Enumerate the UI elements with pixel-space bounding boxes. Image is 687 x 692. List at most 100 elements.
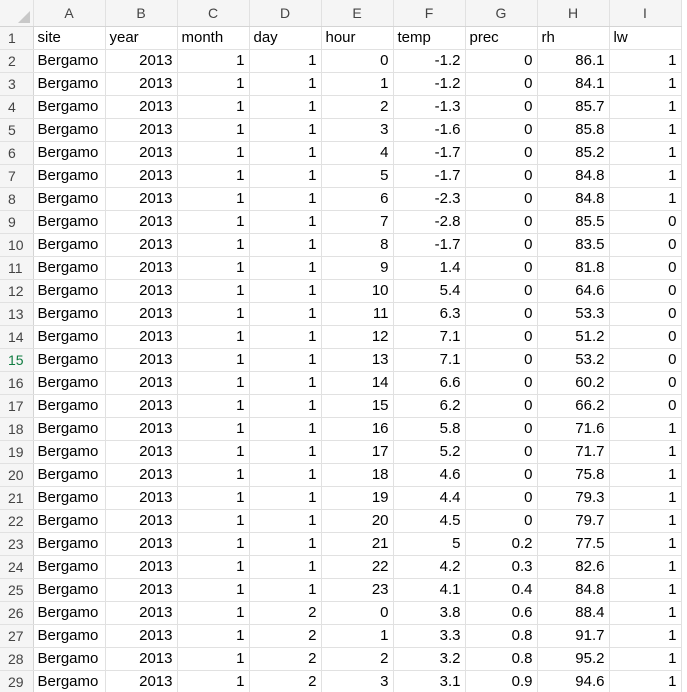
cell-a22[interactable]: Bergamo — [33, 509, 106, 533]
cell-i3[interactable]: 1 — [609, 72, 682, 96]
cell-d20[interactable]: 1 — [249, 463, 322, 487]
cell-f12[interactable]: 5.4 — [393, 279, 466, 303]
cell-h26[interactable]: 88.4 — [537, 601, 610, 625]
cell-i26[interactable]: 1 — [609, 601, 682, 625]
row-header[interactable]: 15 — [0, 348, 34, 372]
cell-g20[interactable]: 0 — [465, 463, 538, 487]
cell-i5[interactable]: 1 — [609, 118, 682, 142]
cell-e29[interactable]: 3 — [321, 670, 394, 692]
cell-b19[interactable]: 2013 — [105, 440, 178, 464]
cell-f4[interactable]: -1.3 — [393, 95, 466, 119]
cell-b26[interactable]: 2013 — [105, 601, 178, 625]
row-header[interactable]: 3 — [0, 72, 34, 96]
cell-i9[interactable]: 0 — [609, 210, 682, 234]
cell-d27[interactable]: 2 — [249, 624, 322, 648]
cell-b6[interactable]: 2013 — [105, 141, 178, 165]
cell-c29[interactable]: 1 — [177, 670, 250, 692]
cell-a25[interactable]: Bergamo — [33, 578, 106, 602]
cell-h3[interactable]: 84.1 — [537, 72, 610, 96]
cell-b13[interactable]: 2013 — [105, 302, 178, 326]
cell-e25[interactable]: 23 — [321, 578, 394, 602]
cell-e20[interactable]: 18 — [321, 463, 394, 487]
cell-a21[interactable]: Bergamo — [33, 486, 106, 510]
cell-i25[interactable]: 1 — [609, 578, 682, 602]
cell-h16[interactable]: 60.2 — [537, 371, 610, 395]
cell-e13[interactable]: 11 — [321, 302, 394, 326]
cell-e23[interactable]: 21 — [321, 532, 394, 556]
cell-h4[interactable]: 85.7 — [537, 95, 610, 119]
row-header[interactable]: 17 — [0, 394, 34, 418]
cell-f15[interactable]: 7.1 — [393, 348, 466, 372]
cell-f29[interactable]: 3.1 — [393, 670, 466, 692]
row-header[interactable]: 6 — [0, 141, 34, 165]
row-header[interactable]: 29 — [0, 670, 34, 692]
cell-g15[interactable]: 0 — [465, 348, 538, 372]
cell-f22[interactable]: 4.5 — [393, 509, 466, 533]
cell-f6[interactable]: -1.7 — [393, 141, 466, 165]
cell-f16[interactable]: 6.6 — [393, 371, 466, 395]
cell-f28[interactable]: 3.2 — [393, 647, 466, 671]
cell-e5[interactable]: 3 — [321, 118, 394, 142]
cell-d28[interactable]: 2 — [249, 647, 322, 671]
cell-g27[interactable]: 0.8 — [465, 624, 538, 648]
cell-g19[interactable]: 0 — [465, 440, 538, 464]
cell-a20[interactable]: Bergamo — [33, 463, 106, 487]
cell-e6[interactable]: 4 — [321, 141, 394, 165]
cell-b28[interactable]: 2013 — [105, 647, 178, 671]
cell-f19[interactable]: 5.2 — [393, 440, 466, 464]
cell-b1[interactable]: year — [105, 26, 178, 50]
cell-c12[interactable]: 1 — [177, 279, 250, 303]
cell-e16[interactable]: 14 — [321, 371, 394, 395]
cell-i8[interactable]: 1 — [609, 187, 682, 211]
row-header[interactable]: 9 — [0, 210, 34, 234]
cell-e12[interactable]: 10 — [321, 279, 394, 303]
cell-i14[interactable]: 0 — [609, 325, 682, 349]
cell-b29[interactable]: 2013 — [105, 670, 178, 692]
cell-a14[interactable]: Bergamo — [33, 325, 106, 349]
cell-c3[interactable]: 1 — [177, 72, 250, 96]
row-header[interactable]: 18 — [0, 417, 34, 441]
cell-b22[interactable]: 2013 — [105, 509, 178, 533]
cell-b9[interactable]: 2013 — [105, 210, 178, 234]
cell-g26[interactable]: 0.6 — [465, 601, 538, 625]
row-header[interactable]: 1 — [0, 26, 34, 50]
cell-a29[interactable]: Bergamo — [33, 670, 106, 692]
cell-d18[interactable]: 1 — [249, 417, 322, 441]
cell-d19[interactable]: 1 — [249, 440, 322, 464]
cell-g14[interactable]: 0 — [465, 325, 538, 349]
cell-a24[interactable]: Bergamo — [33, 555, 106, 579]
row-header[interactable]: 28 — [0, 647, 34, 671]
cell-i17[interactable]: 0 — [609, 394, 682, 418]
row-header[interactable]: 16 — [0, 371, 34, 395]
cell-h10[interactable]: 83.5 — [537, 233, 610, 257]
cell-i6[interactable]: 1 — [609, 141, 682, 165]
cell-b21[interactable]: 2013 — [105, 486, 178, 510]
cell-c22[interactable]: 1 — [177, 509, 250, 533]
cell-e24[interactable]: 22 — [321, 555, 394, 579]
cell-g29[interactable]: 0.9 — [465, 670, 538, 692]
row-header[interactable]: 11 — [0, 256, 34, 280]
cell-g1[interactable]: prec — [465, 26, 538, 50]
cell-d11[interactable]: 1 — [249, 256, 322, 280]
cell-h11[interactable]: 81.8 — [537, 256, 610, 280]
cell-d16[interactable]: 1 — [249, 371, 322, 395]
cell-b4[interactable]: 2013 — [105, 95, 178, 119]
cell-a7[interactable]: Bergamo — [33, 164, 106, 188]
cell-d6[interactable]: 1 — [249, 141, 322, 165]
cell-c25[interactable]: 1 — [177, 578, 250, 602]
cell-h27[interactable]: 91.7 — [537, 624, 610, 648]
row-header[interactable]: 23 — [0, 532, 34, 556]
cell-b24[interactable]: 2013 — [105, 555, 178, 579]
cell-c13[interactable]: 1 — [177, 302, 250, 326]
cell-h19[interactable]: 71.7 — [537, 440, 610, 464]
cell-b27[interactable]: 2013 — [105, 624, 178, 648]
cell-g17[interactable]: 0 — [465, 394, 538, 418]
cell-e15[interactable]: 13 — [321, 348, 394, 372]
cell-e17[interactable]: 15 — [321, 394, 394, 418]
cell-a28[interactable]: Bergamo — [33, 647, 106, 671]
cell-c26[interactable]: 1 — [177, 601, 250, 625]
cell-c7[interactable]: 1 — [177, 164, 250, 188]
cell-c4[interactable]: 1 — [177, 95, 250, 119]
cell-c8[interactable]: 1 — [177, 187, 250, 211]
